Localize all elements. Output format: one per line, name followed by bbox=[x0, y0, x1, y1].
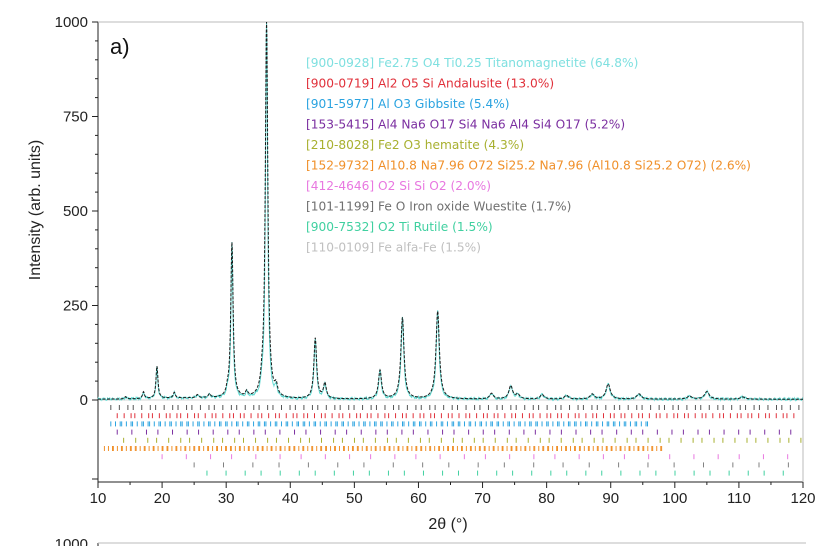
legend-entry: [153-5415] Al4 Na6 O17 Si4 Na6 Al4 Si4 O… bbox=[306, 118, 625, 132]
panel-label: a) bbox=[110, 34, 130, 59]
phase-legend: [900-0928] Fe2.75 O4 Ti0.25 Titanomagnet… bbox=[306, 56, 751, 255]
legend-entry: [412-4646] O2 Si Si O2 (2.0%) bbox=[306, 179, 491, 193]
x-axis: 10 20 30 40 50 60 70 80 90 100 110 120 bbox=[90, 482, 816, 507]
lower-y-tick-label: 1000 bbox=[55, 536, 88, 546]
x-tick-label: 20 bbox=[154, 490, 171, 507]
x-tick-label: 30 bbox=[218, 490, 235, 507]
x-tick-label: 110 bbox=[727, 490, 751, 507]
phase-reference-ticks bbox=[103, 405, 802, 476]
x-tick-label: 50 bbox=[346, 490, 363, 507]
x-tick-label: 40 bbox=[282, 490, 299, 507]
y-tick-label: 500 bbox=[63, 203, 88, 220]
x-tick-label: 100 bbox=[662, 490, 687, 507]
y-axis: 0 250 500 750 1000 bbox=[55, 14, 98, 480]
x-tick-label: 80 bbox=[538, 490, 555, 507]
y-tick-label: 1000 bbox=[55, 14, 88, 31]
x-tick-label: 90 bbox=[602, 490, 619, 507]
diffraction-pattern bbox=[97, 21, 804, 403]
observed-pattern-line bbox=[97, 21, 804, 403]
plot-frame bbox=[97, 21, 804, 483]
legend-entry: [152-9732] Al10.8 Na7.96 O72 Si25.2 Na7.… bbox=[306, 159, 751, 173]
legend-entry: [210-8028] Fe2 O3 hematite (4.3%) bbox=[306, 138, 524, 152]
x-tick-label: 10 bbox=[90, 490, 107, 507]
x-tick-label: 60 bbox=[410, 490, 427, 507]
x-tick-label: 120 bbox=[790, 490, 815, 507]
fitted-pattern-line bbox=[98, 21, 803, 400]
lower-panel-partial: 1000 bbox=[55, 536, 806, 546]
y-axis-title: Intensity (arb. units) bbox=[27, 140, 44, 281]
legend-entry: [901-5977] Al O3 Gibbsite (5.4%) bbox=[306, 97, 510, 111]
legend-entry: [900-0719] Al2 O5 Si Andalusite (13.0%) bbox=[306, 77, 554, 91]
y-tick-label: 750 bbox=[63, 109, 88, 126]
legend-entry: [900-0928] Fe2.75 O4 Ti0.25 Titanomagnet… bbox=[306, 56, 638, 70]
y-tick-label: 0 bbox=[80, 392, 88, 409]
legend-entry: [101-1199] Fe O Iron oxide Wuestite (1.7… bbox=[306, 200, 571, 214]
x-axis-title: 2θ (°) bbox=[428, 516, 467, 533]
legend-entry: [110-0109] Fe alfa-Fe (1.5%) bbox=[306, 241, 481, 255]
x-tick-label: 70 bbox=[474, 490, 491, 507]
y-tick-label: 250 bbox=[63, 298, 88, 315]
legend-entry: [900-7532] O2 Ti Rutile (1.5%) bbox=[306, 220, 493, 234]
